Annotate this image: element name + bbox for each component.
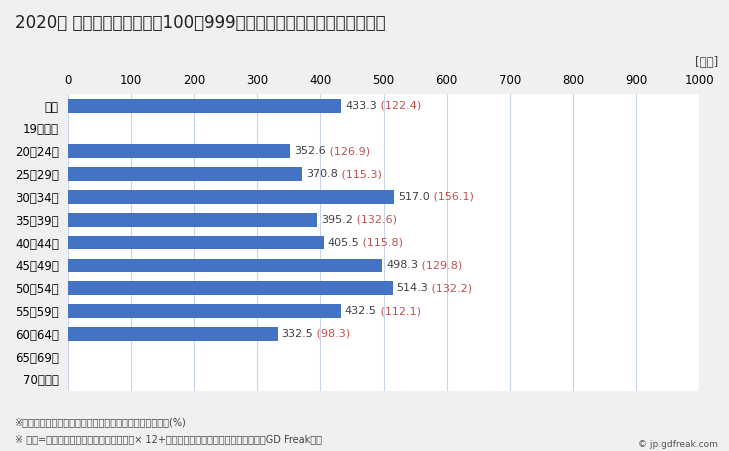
- Text: ※（）内は県内の同業種・同年齢層の平均所得に対する比(%): ※（）内は県内の同業種・同年齢層の平均所得に対する比(%): [15, 417, 187, 427]
- Text: (126.9): (126.9): [326, 146, 370, 156]
- Text: (115.3): (115.3): [338, 169, 381, 179]
- Text: (132.6): (132.6): [353, 215, 397, 225]
- Bar: [68, 213, 317, 226]
- Text: 432.5: 432.5: [345, 306, 377, 316]
- Text: (132.2): (132.2): [428, 283, 472, 293]
- Text: © jp.gdfreak.com: © jp.gdfreak.com: [638, 440, 718, 449]
- Bar: [68, 167, 302, 181]
- Bar: [68, 304, 341, 318]
- Text: (129.8): (129.8): [418, 260, 462, 271]
- Bar: [68, 144, 290, 158]
- Text: 498.3: 498.3: [386, 260, 418, 271]
- Text: 332.5: 332.5: [281, 329, 313, 339]
- Text: [万円]: [万円]: [695, 56, 718, 69]
- Bar: [68, 236, 324, 249]
- Text: (112.1): (112.1): [377, 306, 421, 316]
- Text: (115.8): (115.8): [359, 238, 403, 248]
- Text: 370.8: 370.8: [305, 169, 338, 179]
- Text: (122.4): (122.4): [377, 101, 421, 110]
- Bar: [68, 190, 394, 204]
- Text: 352.6: 352.6: [295, 146, 326, 156]
- Text: 405.5: 405.5: [327, 238, 359, 248]
- Bar: [68, 281, 393, 295]
- Bar: [68, 258, 383, 272]
- Text: 433.3: 433.3: [346, 101, 377, 110]
- Text: 517.0: 517.0: [398, 192, 430, 202]
- Text: (98.3): (98.3): [313, 329, 351, 339]
- Text: (156.1): (156.1): [430, 192, 474, 202]
- Bar: [68, 99, 341, 112]
- Text: 514.3: 514.3: [397, 283, 428, 293]
- Text: 2020年 民間企業（従業者数100～999人）フルタイム労働者の平均年収: 2020年 民間企業（従業者数100～999人）フルタイム労働者の平均年収: [15, 14, 385, 32]
- Text: ※ 年収=「きまって支給する現金給与額」× 12+「年間賞与その他特別給与額」としてGD Freak推計: ※ 年収=「きまって支給する現金給与額」× 12+「年間賞与その他特別給与額」と…: [15, 434, 321, 444]
- Bar: [68, 327, 278, 341]
- Text: 395.2: 395.2: [321, 215, 353, 225]
